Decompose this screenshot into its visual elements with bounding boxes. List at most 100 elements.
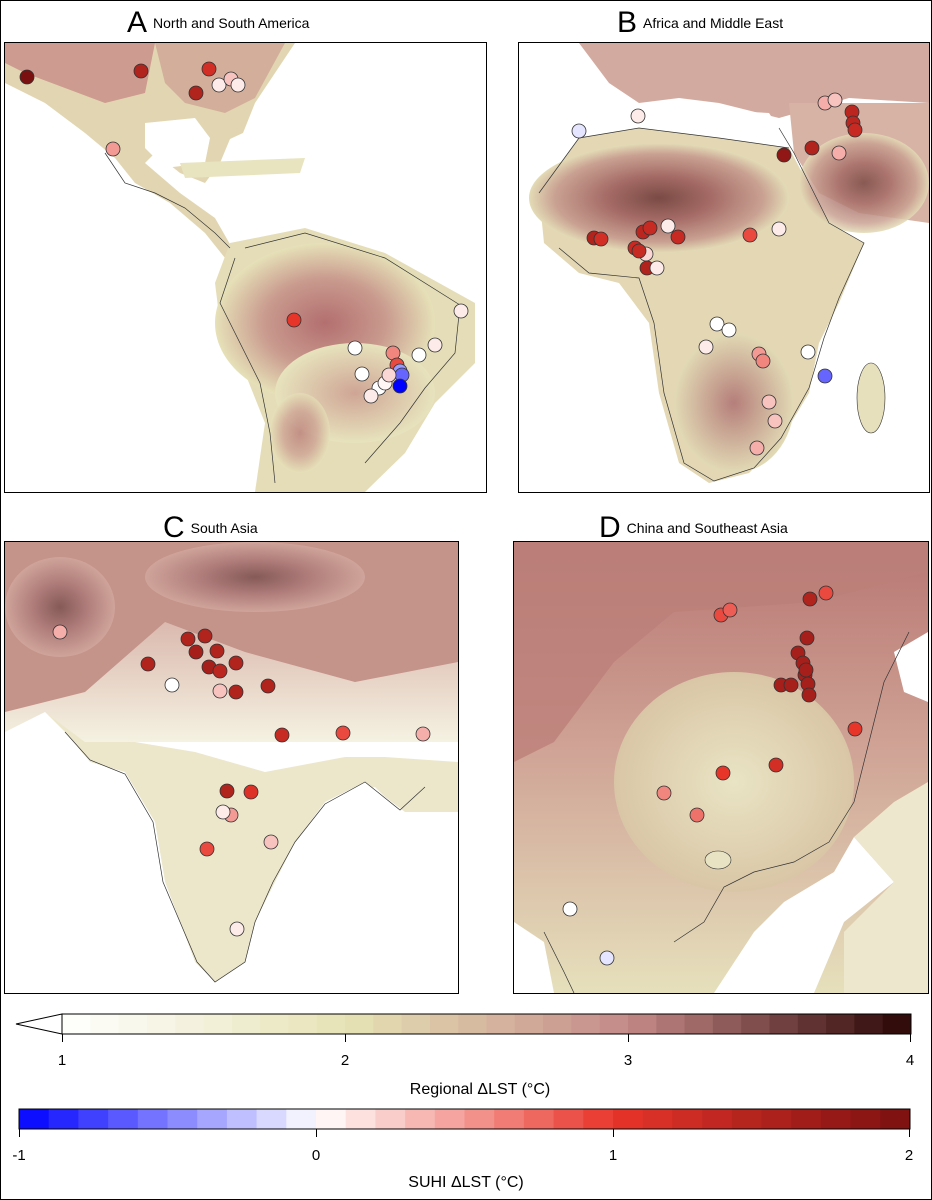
suhi-colorbar-cell	[583, 1109, 614, 1129]
regional-colorbar-cell	[571, 1014, 601, 1034]
panel-c-title: C South Asia	[163, 513, 258, 543]
coastline-b	[538, 127, 865, 482]
colorbar-extend-triangle	[15, 1013, 63, 1035]
suhi-point	[215, 804, 231, 820]
suhi-colorbar-cell	[137, 1109, 168, 1129]
regional-colorbar-cell	[826, 1014, 855, 1034]
regional-tick-1: 1	[57, 1052, 67, 1069]
suhi-colorbar-outline	[18, 1108, 911, 1130]
suhi-point	[593, 231, 609, 247]
regional-tick-3: 3	[623, 1052, 633, 1069]
points-d	[562, 585, 863, 966]
suhi-point	[689, 807, 705, 823]
suhi-point	[761, 394, 777, 410]
suhi-point	[415, 726, 431, 742]
india-land	[45, 712, 458, 982]
suhi-point	[164, 677, 180, 693]
suhi-point	[212, 683, 228, 699]
suhi-point	[817, 368, 833, 384]
suhi-point	[776, 147, 792, 163]
suhi-point	[562, 901, 578, 917]
suhi-point	[212, 663, 228, 679]
suhi-point	[749, 440, 765, 456]
suhi-point	[392, 378, 408, 394]
suhi-colorbar-cell	[820, 1109, 852, 1129]
regional-colorbar-cell	[62, 1014, 91, 1034]
regional-colorbar-cell	[712, 1014, 742, 1034]
suhi-colorbar-cell	[48, 1109, 79, 1129]
suhi-colorbar-label: SUHI ΔLST (°C)	[408, 1174, 524, 1191]
regional-colorbar-cell	[373, 1014, 403, 1034]
suhi-point	[211, 77, 227, 93]
suhi-colorbar-cell	[197, 1109, 228, 1129]
regional-colorbar-cell	[797, 1014, 827, 1034]
arabian-sea	[5, 712, 205, 993]
suhi-point	[228, 684, 244, 700]
suhi-colorbar-cell	[286, 1109, 317, 1129]
suhi-point	[799, 630, 815, 646]
panel-b-title: B Africa and Middle East	[617, 8, 783, 38]
map-a-svg	[5, 43, 475, 492]
suhi-point	[453, 303, 469, 319]
suhi-point	[800, 344, 816, 360]
regional-colorbar-cell	[656, 1014, 686, 1034]
coastline-a	[104, 152, 461, 484]
suhi-point	[715, 765, 731, 781]
panel-a-title: A North and South America	[127, 8, 309, 38]
regional-colorbar-cell	[288, 1014, 318, 1034]
suhi-colorbar-cell	[850, 1109, 881, 1129]
regional-colorbar-cell	[345, 1014, 374, 1034]
suhi-point	[571, 123, 587, 139]
suhi-point	[722, 602, 738, 618]
suhi-point	[427, 337, 443, 353]
regional-colorbar-cell	[769, 1014, 799, 1034]
suhi-point	[804, 140, 820, 156]
suhi-point	[381, 367, 397, 383]
afghanistan-heat	[5, 557, 115, 657]
map-panel-b	[518, 42, 930, 493]
regional-colorbar-cell	[231, 1014, 261, 1034]
regional-colorbar-cell	[854, 1014, 884, 1034]
suhi-point	[599, 950, 615, 966]
regional-colorbar-cell	[260, 1014, 289, 1034]
regional-colorbar-cell	[684, 1014, 714, 1034]
map-panel-a	[4, 42, 487, 493]
panel-a-letter: A	[127, 6, 148, 39]
suhi-point	[354, 366, 370, 382]
suhi-point	[670, 229, 686, 245]
suhi-point	[771, 221, 787, 237]
suhi-point	[698, 339, 714, 355]
suhi-point	[229, 921, 245, 937]
regional-tick-4: 4	[905, 1052, 915, 1069]
suhi-point	[363, 388, 379, 404]
suhi-point	[847, 122, 863, 138]
suhi-point	[52, 624, 68, 640]
suhi-point	[347, 340, 363, 356]
suhi-colorbar-cell	[19, 1109, 50, 1129]
suhi-point	[274, 727, 290, 743]
suhi-colorbar-cell	[464, 1109, 495, 1129]
suhi-colorbar-cell	[702, 1109, 733, 1129]
suhi-colorbar-cell	[375, 1109, 406, 1129]
suhi-colorbar-cell	[731, 1109, 762, 1129]
suhi-ticks	[19, 1129, 910, 1137]
suhi-point	[263, 834, 279, 850]
suhi-point	[199, 841, 215, 857]
suhi-point	[631, 243, 647, 259]
suhi-point	[230, 77, 246, 93]
suhi-point	[630, 108, 646, 124]
suhi-point	[742, 227, 758, 243]
regional-colorbar-cell	[316, 1014, 346, 1034]
suhi-point	[201, 61, 217, 77]
regional-colorbar-cell	[741, 1014, 770, 1034]
regional-colorbar	[15, 1013, 912, 1042]
taiwan-east-land	[844, 782, 928, 993]
suhi-point	[105, 141, 121, 157]
suhi-point	[818, 585, 834, 601]
suhi-point	[827, 92, 843, 108]
regional-colorbar-cells	[62, 1014, 912, 1034]
suhi-point	[656, 785, 672, 801]
suhi-tick-0: 0	[311, 1147, 321, 1164]
map-panel-c	[4, 541, 459, 994]
regional-colorbar-cell	[543, 1014, 572, 1034]
